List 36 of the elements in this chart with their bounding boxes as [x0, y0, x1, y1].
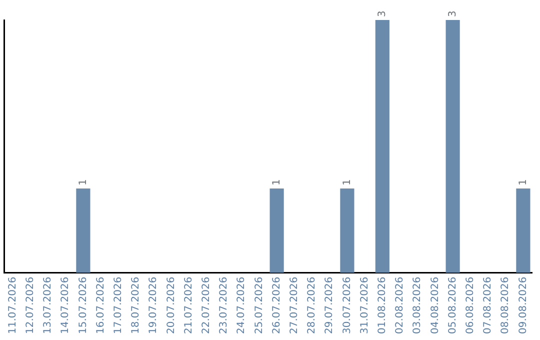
x-tick-label: 30.07.2026: [342, 276, 353, 334]
x-tick-label: 02.08.2026: [394, 276, 406, 334]
x-tick-label: 13.07.2026: [42, 276, 54, 334]
x-tick-label: 31.07.2026: [359, 276, 370, 334]
x-tick-label: 25.07.2026: [254, 276, 265, 334]
x-tick-label: 07.08.2026: [482, 276, 494, 334]
x-tick-label: 29.07.2026: [324, 276, 336, 334]
x-tick-label: 21.07.2026: [183, 276, 194, 334]
x-tick-label: 03.08.2026: [412, 276, 424, 334]
x-tick-label: 28.07.2026: [306, 276, 318, 334]
x-tick-label: 12.07.2026: [24, 276, 36, 334]
x-tick-label: 04.08.2026: [430, 276, 441, 334]
x-tick-label: 18.07.2026: [130, 276, 142, 334]
x-tick-label: 17.07.2026: [112, 276, 124, 334]
x-tick-label: 14.07.2026: [60, 276, 72, 334]
x-tick-label: 15.07.2026: [78, 276, 89, 334]
x-tick-label: 22.07.2026: [200, 276, 212, 334]
data-label: 3: [376, 10, 388, 17]
data-label: 1: [342, 179, 353, 186]
x-tick-label: 05.08.2026: [447, 276, 458, 334]
x-tick-label: 11.07.2026: [7, 276, 18, 334]
x-tick-label: 09.08.2026: [518, 276, 529, 334]
x-tick-label: 16.07.2026: [95, 276, 106, 334]
x-tick-label: 27.07.2026: [288, 276, 300, 334]
data-label: 1: [78, 179, 89, 186]
x-tick-label: 06.08.2026: [464, 276, 476, 334]
x-tick-label: 24.07.2026: [236, 276, 248, 334]
x-tick-label: 23.07.2026: [218, 276, 230, 334]
x-tick-label: 20.07.2026: [166, 276, 177, 334]
x-tick-label: 01.08.2026: [376, 276, 388, 334]
x-tick-label: 26.07.2026: [271, 276, 282, 334]
data-label: 1: [271, 179, 282, 186]
data-label: 3: [447, 10, 458, 17]
x-tick-label: 08.08.2026: [500, 276, 512, 334]
x-tick-label: 19.07.2026: [148, 276, 160, 334]
data-label: 1: [518, 179, 529, 186]
